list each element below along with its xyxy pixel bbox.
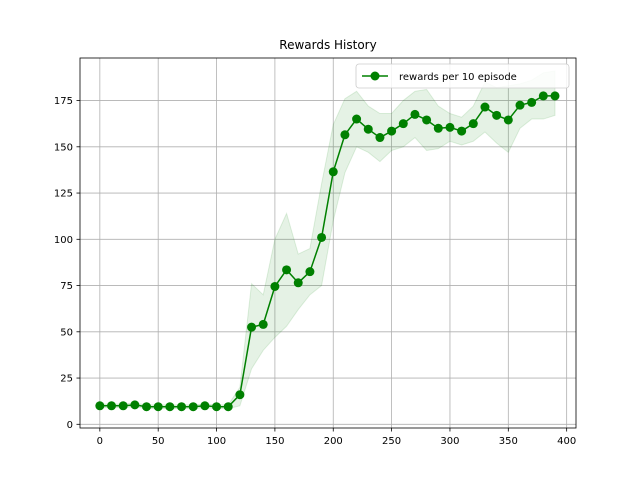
legend-box bbox=[355, 63, 570, 89]
data-point bbox=[293, 278, 303, 288]
chart-title: Rewards History bbox=[279, 38, 376, 52]
gridlines bbox=[80, 58, 576, 428]
y-tick-label: 175 bbox=[54, 96, 73, 107]
confidence-band bbox=[99, 70, 556, 410]
data-point bbox=[328, 167, 338, 177]
x-tick-label: 0 bbox=[97, 436, 103, 447]
data-point bbox=[188, 402, 198, 412]
data-point bbox=[200, 401, 210, 411]
confidence-band-layer bbox=[99, 70, 556, 410]
x-tick-label: 100 bbox=[207, 436, 226, 447]
x-tick-label: 250 bbox=[382, 436, 401, 447]
data-point bbox=[305, 267, 315, 277]
data-point bbox=[153, 402, 163, 412]
data-point bbox=[107, 401, 117, 411]
data-point bbox=[258, 319, 268, 329]
data-point bbox=[445, 122, 455, 132]
y-tick-label: 150 bbox=[54, 142, 73, 153]
data-point bbox=[212, 402, 222, 412]
data-point bbox=[550, 91, 560, 101]
data-point bbox=[398, 119, 408, 129]
data-point bbox=[118, 401, 128, 411]
series-line bbox=[99, 95, 555, 408]
data-point bbox=[457, 126, 467, 136]
data-point bbox=[363, 124, 373, 134]
x-tick-label: 200 bbox=[324, 436, 343, 447]
data-point bbox=[375, 133, 385, 143]
plot-frame bbox=[79, 57, 577, 429]
data-point bbox=[433, 123, 443, 133]
data-point bbox=[247, 322, 257, 332]
data-point bbox=[95, 401, 105, 411]
data-point bbox=[410, 109, 420, 119]
data-point bbox=[387, 126, 397, 136]
legend-marker-swatch bbox=[370, 71, 380, 81]
y-tick-label: 125 bbox=[54, 189, 73, 200]
data-point bbox=[352, 114, 362, 124]
x-axis-ticks: 0 50 100 150 200 250 300 350 400 bbox=[97, 428, 576, 447]
data-point bbox=[503, 115, 513, 125]
x-tick-label: 400 bbox=[557, 436, 576, 447]
data-point bbox=[538, 91, 548, 101]
x-tick-label: 50 bbox=[152, 436, 165, 447]
data-point bbox=[492, 110, 502, 120]
x-tick-label: 300 bbox=[440, 436, 459, 447]
data-point bbox=[340, 130, 350, 140]
y-axis-ticks: 0 25 50 75 100 125 150 175 bbox=[54, 96, 80, 431]
y-tick-label: 75 bbox=[60, 281, 73, 292]
data-point bbox=[270, 281, 280, 291]
y-tick-label: 0 bbox=[67, 420, 73, 431]
legend-label: rewards per 10 episode bbox=[399, 72, 517, 83]
data-point bbox=[527, 97, 537, 107]
data-point bbox=[317, 232, 327, 242]
data-point bbox=[177, 402, 187, 412]
data-point bbox=[515, 100, 525, 110]
data-point bbox=[223, 402, 233, 412]
legend: rewards per 10 episode bbox=[355, 63, 570, 89]
data-point bbox=[480, 102, 490, 112]
y-tick-label: 100 bbox=[54, 235, 73, 246]
y-tick-label: 50 bbox=[60, 327, 73, 338]
data-point bbox=[468, 119, 478, 129]
data-point bbox=[422, 115, 432, 125]
series-layer bbox=[95, 91, 560, 412]
y-tick-label: 25 bbox=[60, 374, 73, 385]
data-point bbox=[165, 402, 175, 412]
data-point bbox=[130, 400, 140, 410]
data-point bbox=[142, 402, 152, 412]
x-tick-label: 350 bbox=[499, 436, 518, 447]
data-point bbox=[235, 390, 245, 400]
x-tick-label: 150 bbox=[265, 436, 284, 447]
data-point bbox=[282, 265, 292, 275]
